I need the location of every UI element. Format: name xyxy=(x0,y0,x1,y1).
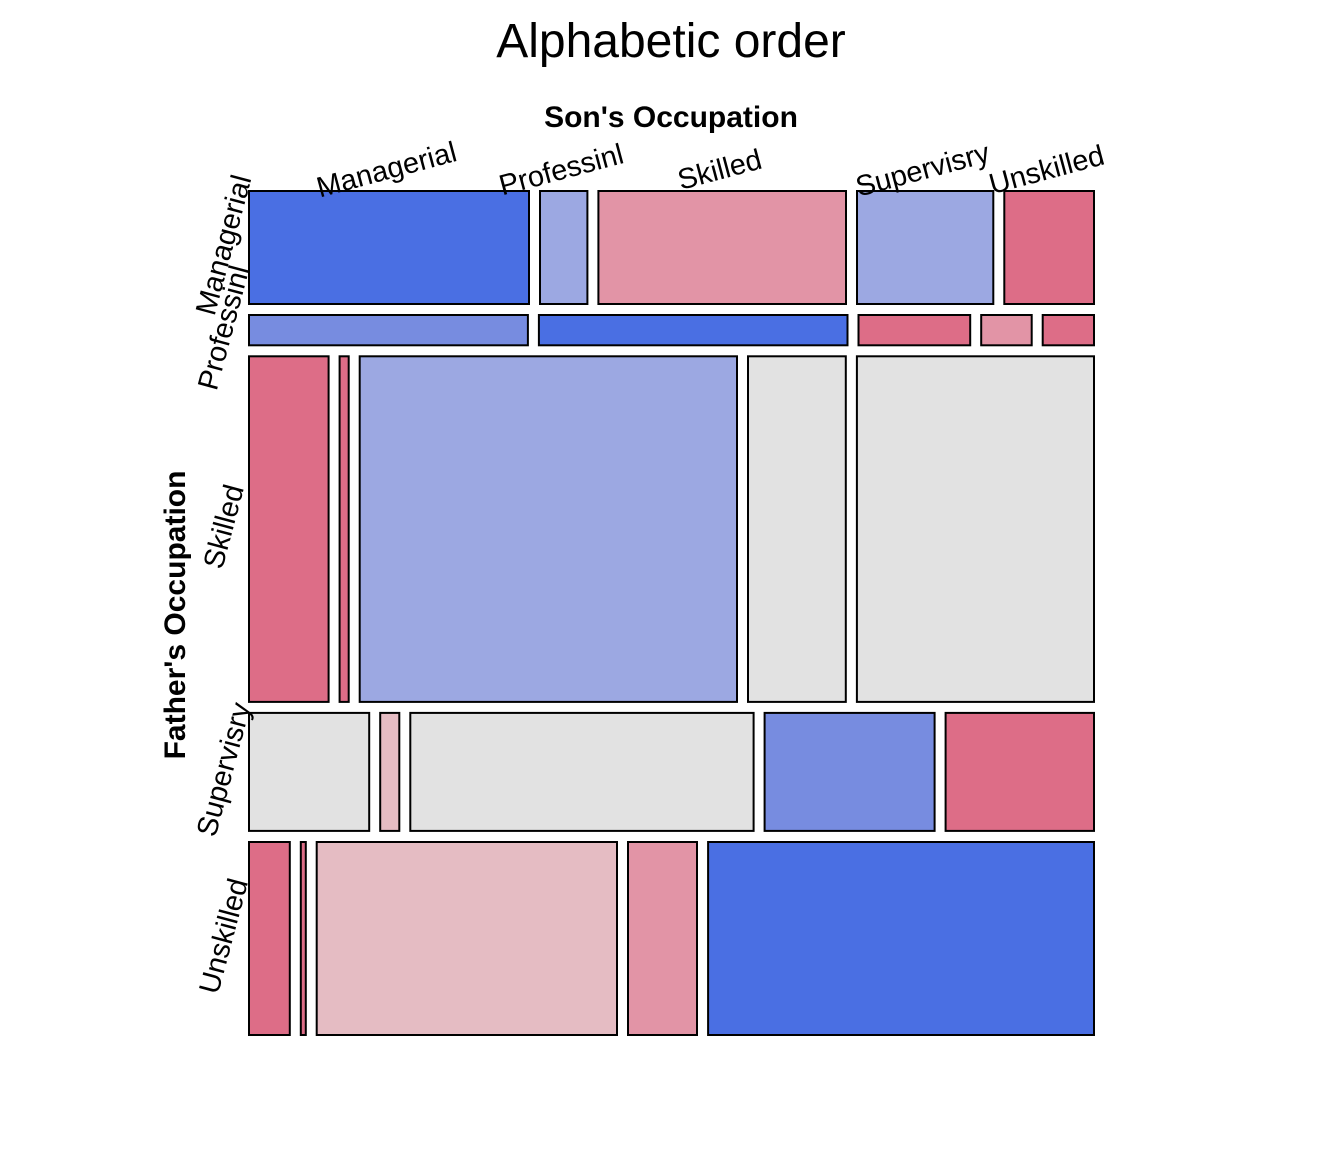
x-axis-title: Son's Occupation xyxy=(544,101,798,134)
tile-professinl-supervisry xyxy=(980,314,1033,347)
tile-unskilled-supervisry xyxy=(627,841,698,1036)
chart-title: Alphabetic order xyxy=(496,15,846,68)
tile-professinl-unskilled xyxy=(1041,314,1095,347)
y-tick-unskilled: Unskilled xyxy=(194,875,255,997)
tile-skilled-supervisry xyxy=(747,355,847,703)
tile-skilled-skilled xyxy=(358,355,738,703)
tile-managerial-skilled xyxy=(597,190,848,305)
tile-managerial-professinl xyxy=(539,190,589,305)
y-axis-title: Father's Occupation xyxy=(159,471,192,760)
tile-skilled-professinl xyxy=(338,355,350,703)
tile-unskilled-unskilled xyxy=(707,841,1095,1036)
tile-professinl-managerial xyxy=(248,314,529,347)
tile-unskilled-skilled xyxy=(315,841,618,1036)
y-tick-skilled: Skilled xyxy=(198,481,251,572)
tile-professinl-professinl xyxy=(537,314,849,347)
tile-unskilled-professinl xyxy=(299,841,307,1036)
tile-skilled-unskilled xyxy=(855,355,1096,703)
tile-unskilled-managerial xyxy=(248,841,291,1036)
tile-supervisry-supervisry xyxy=(763,711,936,832)
tile-supervisry-unskilled xyxy=(944,711,1095,832)
tile-skilled-managerial xyxy=(248,355,330,703)
tile-managerial-supervisry xyxy=(856,190,995,305)
tile-managerial-unskilled xyxy=(1003,190,1095,305)
tile-supervisry-professinl xyxy=(379,711,401,832)
tile-supervisry-skilled xyxy=(409,711,755,832)
tile-supervisry-managerial xyxy=(248,711,371,832)
tile-managerial-managerial xyxy=(248,190,530,305)
x-tick-skilled: Skilled xyxy=(674,144,765,197)
tile-professinl-skilled xyxy=(857,314,972,347)
mosaic-tiles xyxy=(248,190,1096,1036)
y-tick-supervisry: Supervisry xyxy=(191,699,257,840)
